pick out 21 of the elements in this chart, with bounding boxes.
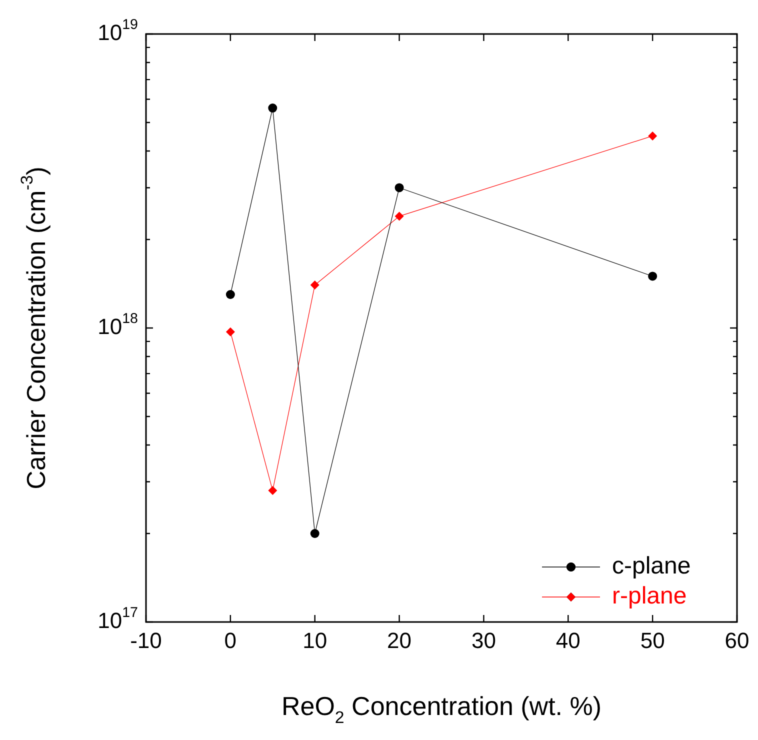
x-tick-label: 0 (224, 628, 237, 654)
point (226, 327, 235, 336)
point (648, 131, 658, 140)
legend-label: r-plane (612, 582, 687, 610)
point (310, 280, 320, 290)
y-axis-title: Carrier Concentration (cm-3) (17, 166, 52, 490)
point (310, 528, 320, 538)
point (226, 290, 235, 299)
x-tick-label: 10 (302, 628, 328, 654)
x-tick-label: 50 (640, 628, 665, 654)
x-tick-label: 20 (387, 628, 412, 654)
point (394, 183, 404, 192)
legend-label: c-plane (612, 552, 691, 580)
x-tick-label: -10 (130, 628, 162, 654)
point (394, 212, 404, 221)
x-tick-label: 40 (556, 628, 580, 654)
point (268, 104, 278, 113)
x-tick-label: 30 (471, 628, 496, 654)
point (648, 272, 658, 281)
point (268, 486, 278, 496)
x-tick-label: 60 (724, 628, 750, 654)
